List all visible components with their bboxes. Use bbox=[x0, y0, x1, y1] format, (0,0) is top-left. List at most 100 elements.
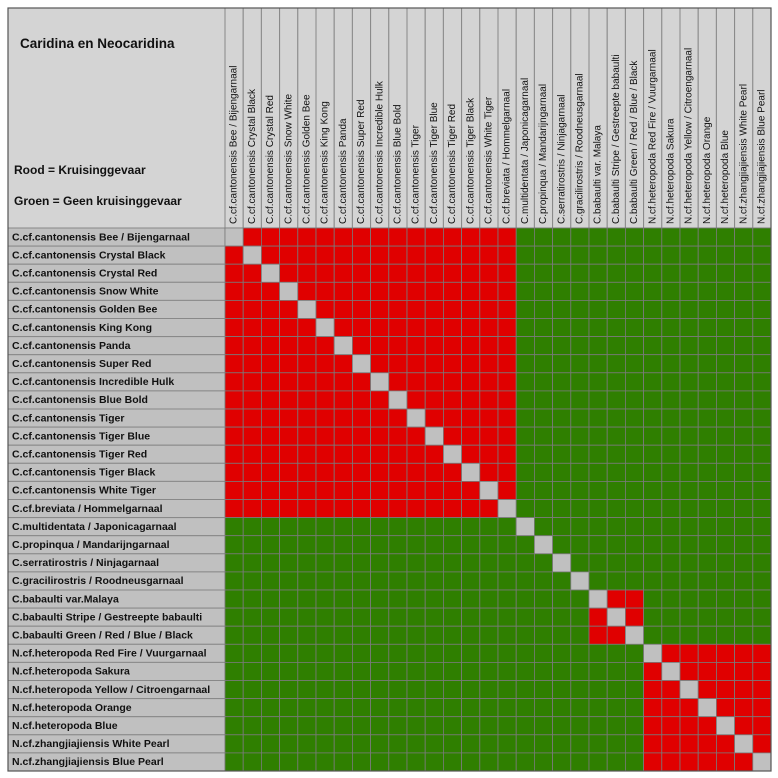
cell bbox=[351, 390, 371, 410]
cell bbox=[351, 607, 371, 627]
cell bbox=[625, 589, 645, 609]
cell bbox=[570, 662, 590, 681]
column-label: C.cf.cantonensis Crystal Black bbox=[247, 88, 258, 224]
cell bbox=[588, 517, 608, 537]
cell bbox=[388, 517, 408, 537]
cell bbox=[388, 480, 408, 500]
cell bbox=[424, 571, 444, 591]
cell bbox=[679, 354, 699, 374]
cell bbox=[534, 462, 554, 482]
cell bbox=[552, 263, 572, 283]
cell bbox=[242, 571, 262, 591]
cell bbox=[716, 589, 736, 609]
cell bbox=[297, 734, 317, 754]
row-label: C.babaulti Stripe / Gestreepte babaulti bbox=[12, 611, 202, 623]
cell bbox=[461, 281, 481, 301]
cell bbox=[606, 408, 626, 428]
cell bbox=[534, 444, 554, 464]
cell bbox=[734, 372, 754, 392]
cell bbox=[679, 517, 699, 537]
column-label: C.babaulti Green / Red / Blue / Black bbox=[629, 60, 640, 224]
cell bbox=[351, 408, 371, 428]
cell bbox=[442, 607, 462, 627]
column-label: C.babaulti Stripe / Gestreepte babaulti bbox=[611, 54, 622, 224]
column-label: C.serratirostris / Ninjagarnaal bbox=[556, 95, 567, 225]
cell bbox=[388, 390, 408, 410]
cell bbox=[716, 318, 736, 338]
cell bbox=[534, 426, 554, 446]
cell bbox=[424, 227, 444, 247]
cell bbox=[643, 517, 663, 537]
cell bbox=[497, 444, 517, 464]
cell bbox=[333, 607, 353, 627]
cell bbox=[497, 390, 517, 410]
cell bbox=[588, 336, 608, 356]
cell bbox=[752, 734, 772, 754]
cell bbox=[442, 698, 462, 718]
cell bbox=[606, 680, 626, 700]
cell bbox=[716, 734, 736, 754]
cell bbox=[442, 444, 462, 464]
row-label: C.cf.cantonensis Tiger Red bbox=[12, 449, 147, 461]
cell bbox=[497, 625, 517, 645]
cell bbox=[461, 444, 481, 464]
cell bbox=[570, 336, 590, 356]
cell bbox=[752, 408, 772, 428]
cell bbox=[606, 752, 626, 772]
cell bbox=[570, 625, 590, 645]
cell bbox=[479, 625, 499, 645]
cell bbox=[297, 245, 317, 265]
cell bbox=[534, 517, 554, 537]
cell bbox=[606, 372, 626, 392]
row-label: C.gracilirostris / Roodneusgarnaal bbox=[12, 575, 184, 587]
cell bbox=[297, 716, 317, 736]
cell bbox=[461, 589, 481, 609]
cell bbox=[406, 662, 426, 681]
cell bbox=[242, 607, 262, 627]
cell bbox=[734, 625, 754, 645]
cell bbox=[315, 553, 335, 573]
cell bbox=[697, 444, 717, 464]
cell bbox=[588, 426, 608, 446]
cell bbox=[716, 517, 736, 537]
cell bbox=[661, 625, 681, 645]
cell bbox=[534, 698, 554, 718]
cell bbox=[388, 643, 408, 663]
cell bbox=[370, 426, 390, 446]
cell bbox=[716, 499, 736, 519]
cell bbox=[279, 336, 299, 356]
cell bbox=[697, 698, 717, 718]
cell bbox=[406, 698, 426, 718]
cell bbox=[333, 281, 353, 301]
cell bbox=[606, 535, 626, 555]
cell bbox=[351, 698, 371, 718]
cell bbox=[224, 372, 244, 392]
cell bbox=[697, 643, 717, 663]
cell bbox=[497, 336, 517, 356]
cell bbox=[424, 372, 444, 392]
cell bbox=[606, 716, 626, 736]
row-label: C.cf.cantonensis Super Red bbox=[12, 358, 151, 370]
cell bbox=[370, 662, 390, 681]
cell bbox=[679, 662, 699, 681]
cell bbox=[333, 698, 353, 718]
cell bbox=[515, 698, 535, 718]
cell bbox=[461, 354, 481, 374]
cell bbox=[315, 299, 335, 319]
cell bbox=[534, 390, 554, 410]
cell bbox=[606, 480, 626, 500]
cell bbox=[716, 680, 736, 700]
cell bbox=[260, 716, 280, 736]
cell bbox=[643, 318, 663, 338]
cell bbox=[370, 372, 390, 392]
cell bbox=[661, 336, 681, 356]
cell bbox=[734, 517, 754, 537]
cell bbox=[442, 716, 462, 736]
cell bbox=[534, 607, 554, 627]
cell bbox=[442, 336, 462, 356]
cell bbox=[406, 553, 426, 573]
cell bbox=[333, 462, 353, 482]
cell bbox=[497, 517, 517, 537]
cell bbox=[497, 607, 517, 627]
cell bbox=[424, 499, 444, 519]
